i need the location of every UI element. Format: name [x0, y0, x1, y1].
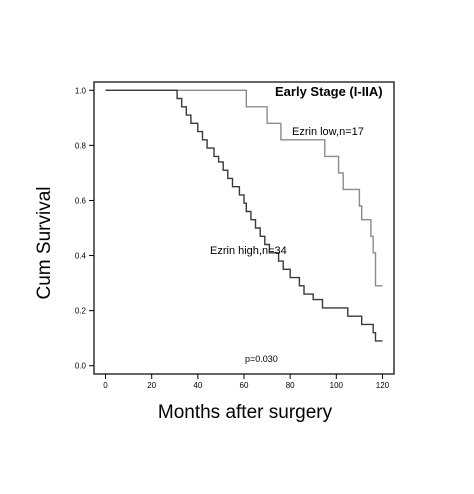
x-tick-label: 80: [286, 381, 295, 390]
x-tick-label: 40: [193, 381, 202, 390]
y-tick-label: 0.0: [75, 362, 87, 371]
y-tick-label: 1.0: [75, 86, 87, 95]
y-axis-ticks: 0.0 0.2 0.4 0.6 0.8 1.0: [75, 86, 94, 371]
y-tick-label: 0.8: [75, 141, 87, 150]
series-layer: [105, 89, 383, 342]
x-tick-label: 60: [240, 381, 249, 390]
chart-title: Early Stage (I-IIA): [275, 84, 383, 99]
x-tick-label: 0: [103, 381, 108, 390]
x-axis-ticks: 0 20 40 60 80 100 120: [103, 374, 390, 390]
series-line-ezrin-high: [105, 89, 383, 342]
y-tick-label: 0.6: [75, 196, 87, 205]
annotation-ezrin-high: Ezrin high,n=34: [210, 245, 287, 257]
x-tick-label: 120: [376, 381, 390, 390]
x-axis-title: Months after surgery: [158, 402, 333, 423]
annotation-p-value: p=0.030: [245, 354, 278, 364]
x-tick-label: 20: [147, 381, 156, 390]
y-tick-label: 0.4: [75, 252, 87, 261]
annotation-ezrin-low: Ezrin low,n=17: [292, 126, 364, 138]
x-tick-label: 100: [330, 381, 344, 390]
y-tick-label: 0.2: [75, 307, 87, 316]
series-line-ezrin-low: [105, 89, 383, 287]
y-axis-title: Cum Survival: [34, 187, 55, 300]
